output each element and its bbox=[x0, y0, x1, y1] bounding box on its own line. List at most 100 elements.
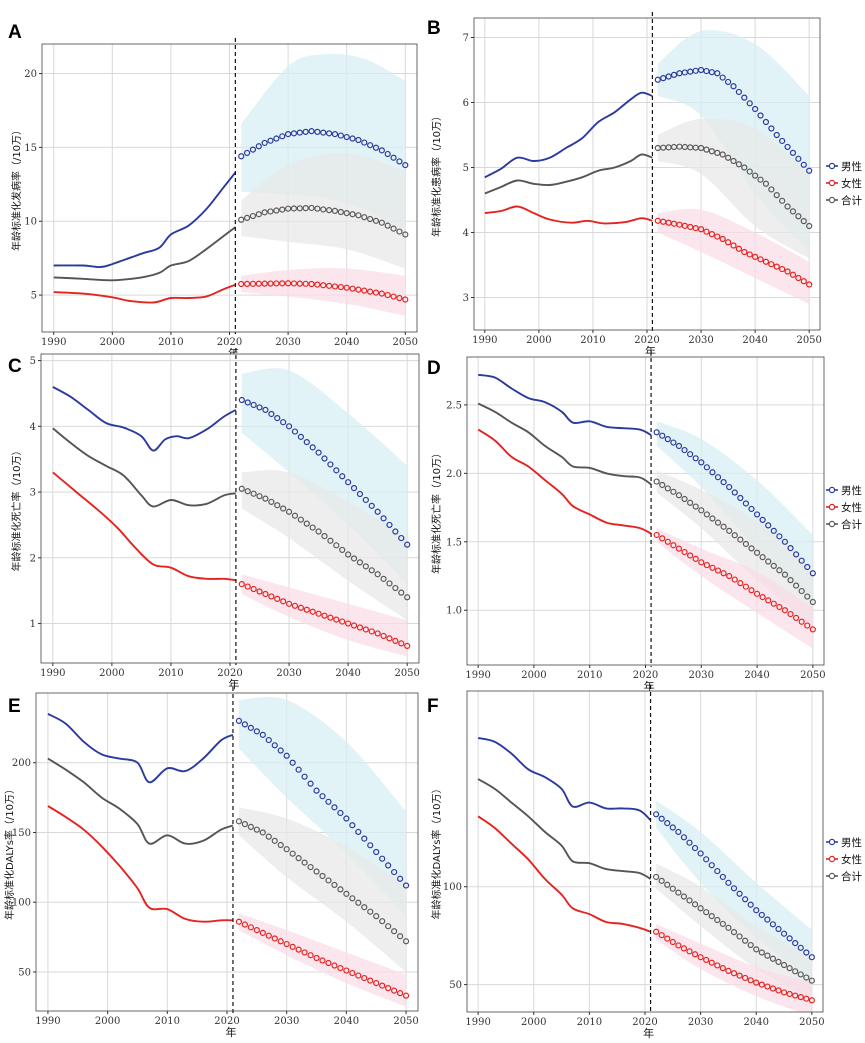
projection-point bbox=[285, 600, 293, 607]
projection-point bbox=[764, 983, 771, 990]
projection-point bbox=[243, 214, 251, 222]
projection-point bbox=[303, 438, 310, 446]
y-tick-label: 2 bbox=[30, 553, 36, 564]
projection-point bbox=[746, 100, 753, 107]
projection-point bbox=[714, 519, 722, 526]
uncertainty-band bbox=[656, 863, 812, 1001]
x-tick-label: 2030 bbox=[274, 1016, 299, 1027]
projection-point bbox=[681, 446, 688, 454]
history-line bbox=[47, 713, 234, 784]
y-tick-label: 15 bbox=[24, 143, 37, 154]
projection-point bbox=[321, 533, 328, 540]
projection-point bbox=[787, 577, 794, 584]
projection-point bbox=[753, 979, 760, 986]
projection-point bbox=[780, 961, 788, 969]
projection-point bbox=[758, 949, 765, 956]
projection-point bbox=[658, 815, 665, 822]
projection-point bbox=[345, 620, 352, 627]
projection-point bbox=[321, 455, 328, 462]
projection-point bbox=[356, 559, 364, 566]
projection-point bbox=[757, 256, 764, 263]
projection-point bbox=[247, 924, 254, 931]
projection-point bbox=[279, 133, 286, 140]
projection-point bbox=[724, 154, 732, 161]
projection-point bbox=[367, 842, 374, 849]
projection-point bbox=[267, 280, 274, 287]
panel-label: A bbox=[8, 22, 22, 43]
projection-point bbox=[664, 881, 671, 888]
projection-point bbox=[680, 945, 688, 952]
projection-point bbox=[793, 614, 800, 622]
projection-point bbox=[331, 283, 339, 290]
projection-point bbox=[675, 889, 682, 896]
projection-point bbox=[773, 263, 780, 270]
projection-point bbox=[730, 83, 737, 90]
projection-point bbox=[380, 575, 387, 582]
y-tick-label: 5 bbox=[31, 291, 37, 302]
projection-point bbox=[808, 954, 815, 961]
projection-point bbox=[765, 558, 772, 565]
projection-point bbox=[367, 288, 374, 295]
legend-key-marker bbox=[828, 520, 836, 528]
projection-point bbox=[326, 130, 333, 137]
projection-point bbox=[724, 239, 732, 246]
projection-point bbox=[703, 561, 710, 569]
projection-point bbox=[765, 597, 772, 604]
legend-entry-label: 合计 bbox=[841, 194, 862, 207]
projection-point bbox=[703, 511, 710, 518]
projection-point bbox=[280, 598, 287, 605]
projection-point bbox=[273, 207, 280, 214]
history-line bbox=[52, 427, 237, 508]
projection-point bbox=[670, 542, 677, 549]
projection-point bbox=[337, 964, 344, 972]
projection-point bbox=[386, 580, 393, 587]
projection-point bbox=[806, 167, 813, 174]
projection-point bbox=[273, 135, 280, 142]
projection-point bbox=[235, 818, 243, 825]
projection-point bbox=[402, 162, 409, 169]
x-tick-label: 1990 bbox=[465, 1017, 490, 1028]
projection-point bbox=[709, 469, 716, 476]
projection-point bbox=[781, 571, 789, 578]
projection-point bbox=[277, 747, 284, 754]
projection-point bbox=[309, 444, 316, 451]
projection-point bbox=[295, 946, 302, 953]
projection-point bbox=[708, 148, 715, 155]
projection-point bbox=[759, 554, 766, 561]
history-line bbox=[53, 226, 236, 282]
projection-point bbox=[786, 990, 793, 998]
y-tick-label: 150 bbox=[12, 828, 31, 839]
projection-point bbox=[319, 872, 326, 880]
projection-point bbox=[792, 940, 799, 947]
projection-point bbox=[786, 935, 793, 942]
projection-point bbox=[784, 268, 791, 275]
projection-point bbox=[244, 583, 251, 590]
history-line bbox=[484, 91, 653, 179]
projection-point bbox=[659, 432, 666, 439]
projection-point bbox=[333, 616, 340, 623]
legend-entry-label: 女性 bbox=[841, 853, 862, 866]
projection-point bbox=[809, 626, 816, 633]
projection-point bbox=[714, 233, 721, 240]
projection-point bbox=[737, 494, 744, 502]
projection-point bbox=[780, 989, 788, 996]
projection-point bbox=[295, 766, 302, 773]
projection-point bbox=[753, 511, 761, 518]
projection-point bbox=[343, 815, 350, 822]
projection-point bbox=[301, 859, 308, 866]
projection-point bbox=[277, 841, 284, 849]
projection-point bbox=[314, 205, 321, 212]
projection-point bbox=[244, 399, 251, 406]
projection-point bbox=[736, 933, 743, 940]
projection-point bbox=[295, 855, 302, 862]
projection-point bbox=[653, 478, 660, 485]
legend-entry-label: 男性 bbox=[841, 836, 862, 849]
projection-point bbox=[307, 952, 314, 959]
y-axis-label: 年龄标准化患病率（/10万） bbox=[430, 111, 443, 237]
projection-point bbox=[795, 213, 802, 220]
projection-point bbox=[753, 549, 761, 556]
projection-point bbox=[686, 948, 693, 955]
projection-point bbox=[398, 589, 405, 596]
x-tick-label: 2010 bbox=[577, 670, 602, 681]
projection-point bbox=[762, 258, 770, 265]
